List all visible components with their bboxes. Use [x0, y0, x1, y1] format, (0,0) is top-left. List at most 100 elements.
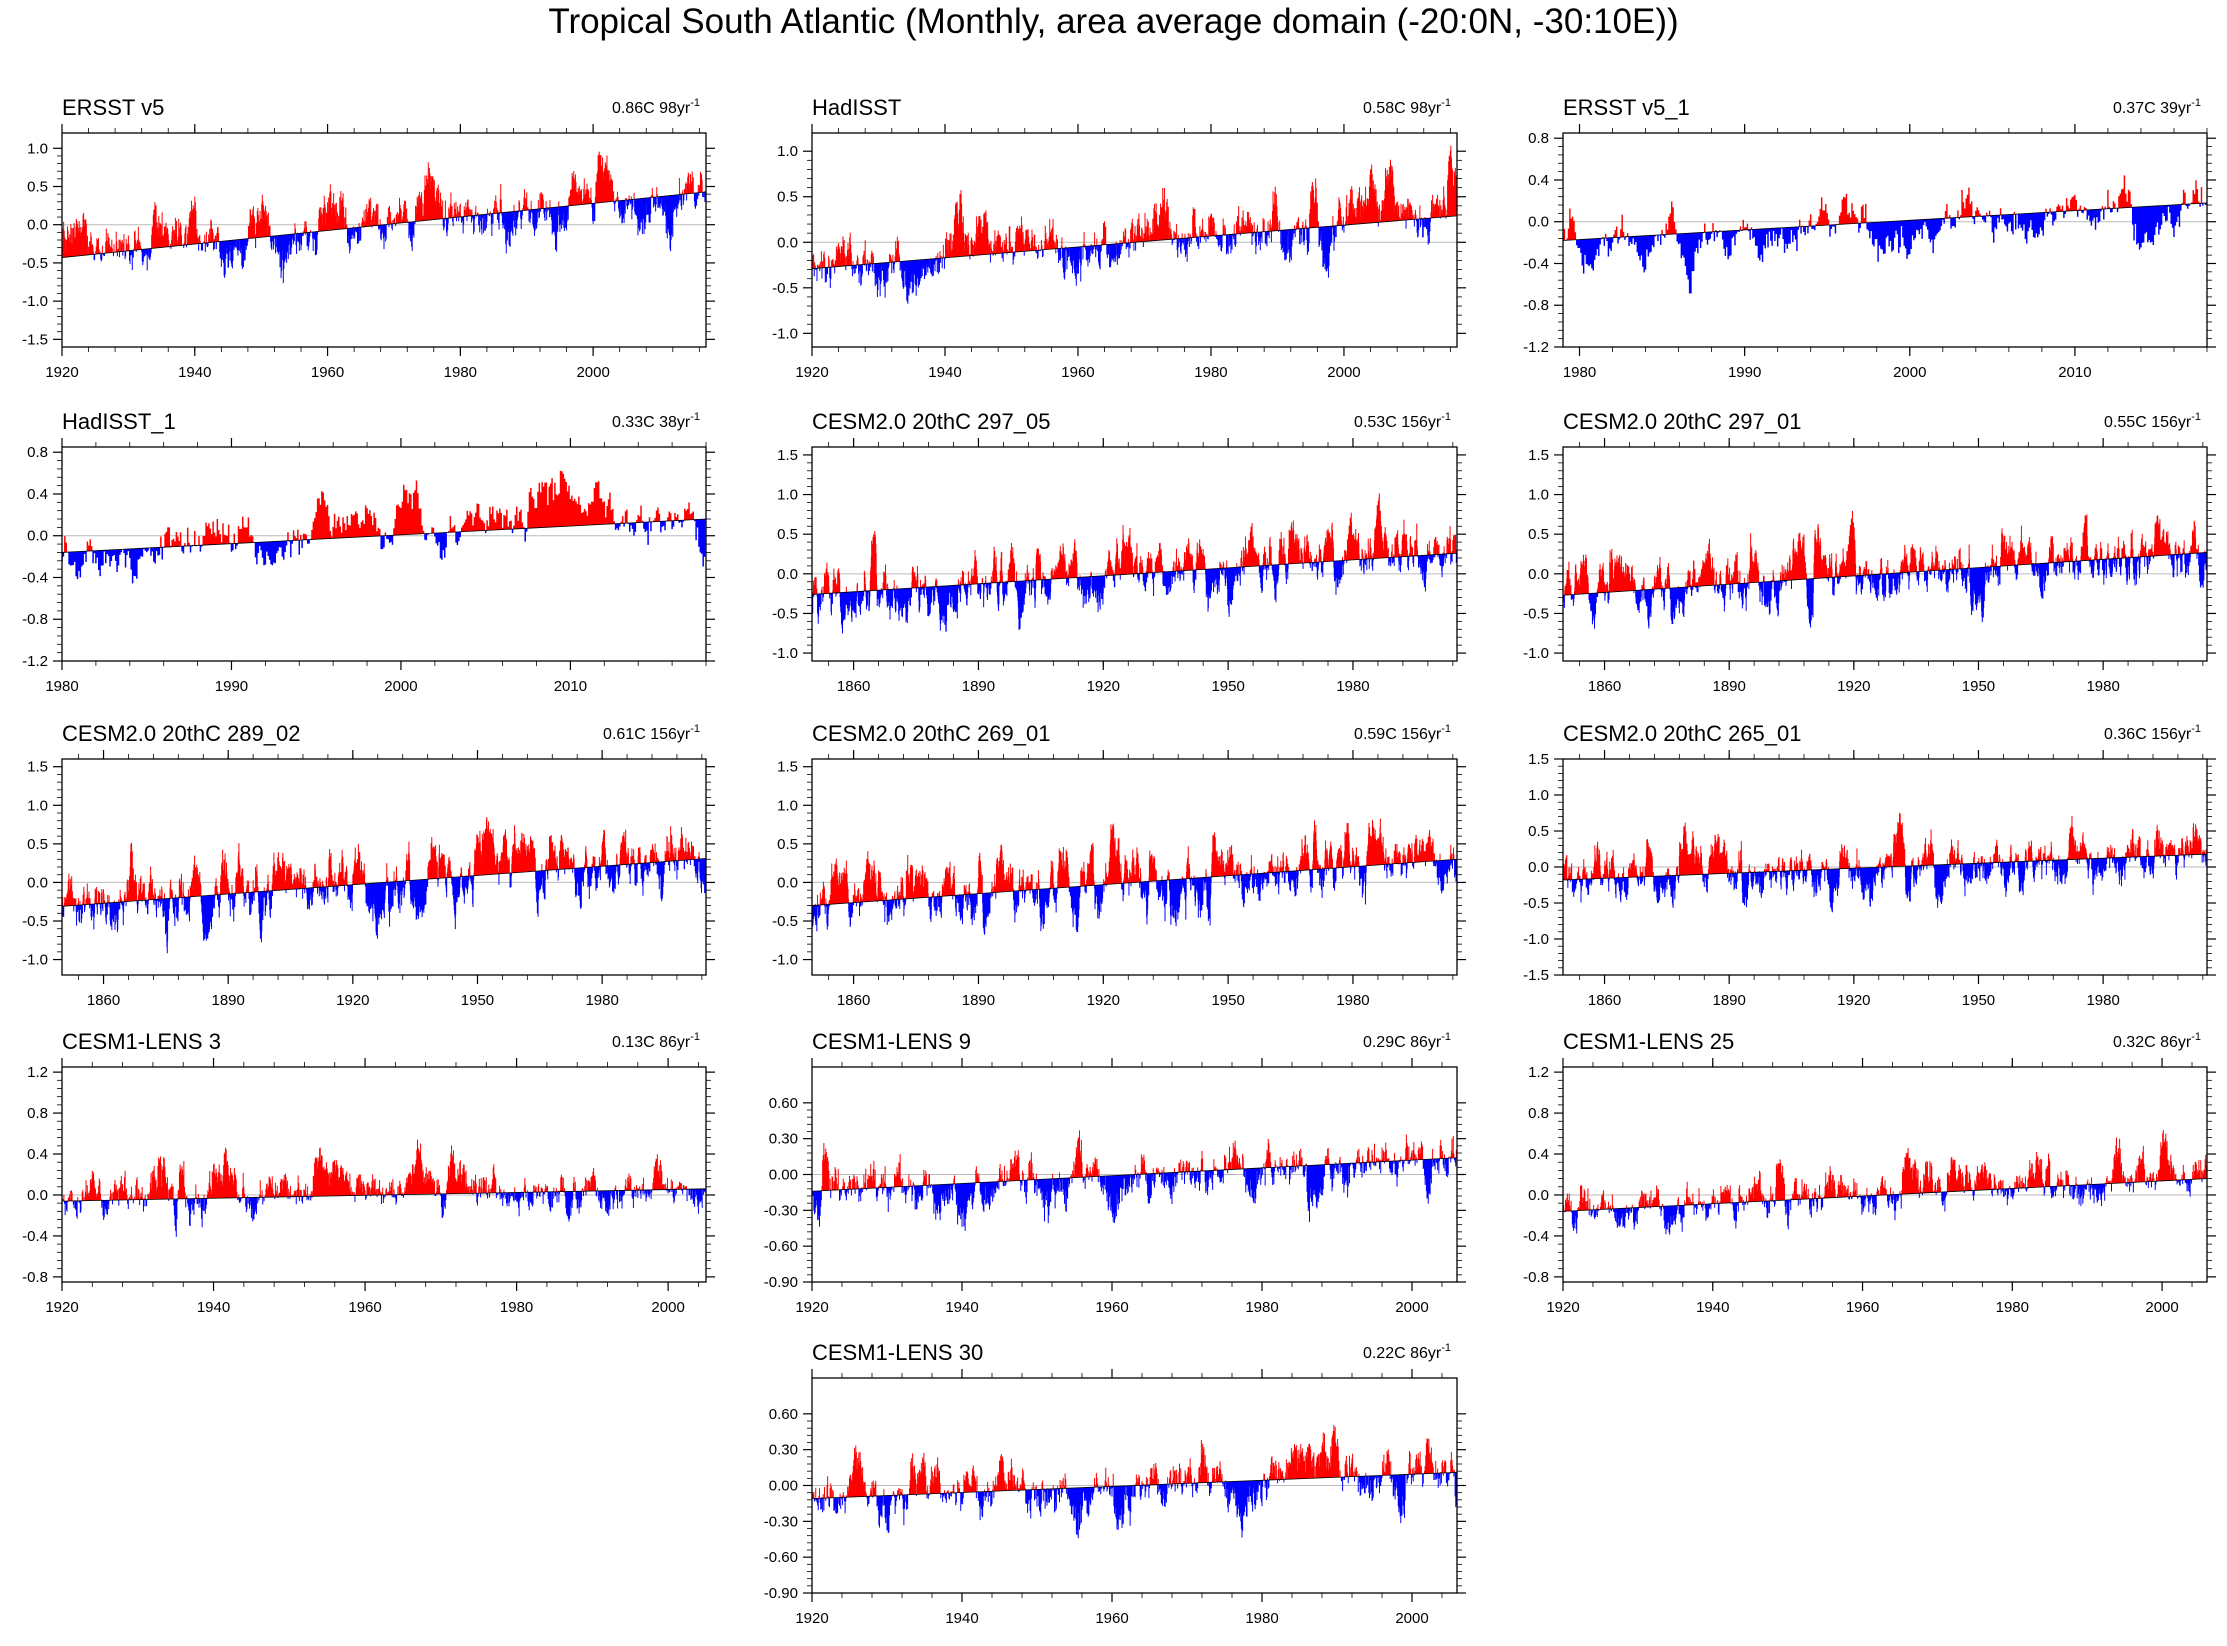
- plot-frame: [1562, 446, 2208, 662]
- series-bars: [812, 493, 1457, 634]
- x-tick-label: 1950: [1211, 992, 1244, 1009]
- trend-line: [1563, 853, 2207, 881]
- x-tick-label: 1940: [945, 1610, 978, 1627]
- trend-line: [812, 552, 1457, 595]
- panel-6: -1.0 -0.5 0.0 0.5 1.0 1.5 1860 1890 1920 1950 1980…: [1523, 409, 2216, 695]
- x-tick-label: 1920: [1837, 992, 1870, 1009]
- panel-title: HadISST_1: [62, 409, 176, 434]
- negative-anomaly-bars: [812, 1157, 1457, 1231]
- x-tick-label: 1940: [197, 1299, 230, 1316]
- plot-frame: [61, 1066, 707, 1283]
- y-tick-label: 0.0: [777, 234, 798, 251]
- trend-label-superscript: -1: [1441, 1342, 1451, 1354]
- trend-line: [812, 215, 1457, 270]
- trend-label-superscript: -1: [2191, 411, 2201, 423]
- y-tick-label: 0.8: [1528, 130, 1549, 147]
- x-tick-label: 1980: [1563, 364, 1596, 381]
- y-tick-label: 0.4: [27, 1146, 48, 1163]
- y-tick-label: 0.5: [777, 526, 798, 543]
- y-tick-label: 0.4: [1528, 172, 1549, 189]
- panel-title: CESM1-LENS 9: [812, 1029, 971, 1054]
- x-tick-label: 2000: [2145, 1299, 2178, 1316]
- negative-anomaly-bars: [62, 519, 706, 584]
- trend-label-superscript: -1: [1441, 411, 1451, 423]
- y-tick-label: 0.0: [27, 528, 48, 545]
- y-tick-label: -0.5: [22, 255, 48, 272]
- y-tick-label: 0.0: [1528, 566, 1549, 583]
- y-tick-label: -1.0: [22, 293, 48, 310]
- y-tick-label: -0.5: [772, 280, 798, 297]
- x-tick-label: 2010: [554, 678, 587, 695]
- panel-title: CESM2.0 20thC 297_01: [1563, 409, 1802, 434]
- y-tick-label: 0.0: [1528, 859, 1549, 876]
- x-tick-label: 1980: [500, 1299, 533, 1316]
- panel-title: CESM1-LENS 30: [812, 1340, 983, 1365]
- trend-label-text: 0.53C 156yr: [1354, 414, 1442, 431]
- x-tick-label: 1890: [212, 992, 245, 1009]
- negative-anomaly-bars: [62, 1188, 706, 1237]
- trend-line: [1563, 202, 2207, 241]
- positive-anomaly-bars: [812, 493, 1457, 595]
- negative-anomaly-bars: [62, 191, 706, 284]
- panel-title: ERSST v5: [62, 95, 164, 120]
- plot-frame: [811, 446, 1458, 662]
- trend-label: 0.33C 38yr-1: [612, 411, 700, 431]
- y-tick-label: -1.5: [22, 331, 48, 348]
- trend-label-text: 0.55C 156yr: [2104, 414, 2192, 431]
- negative-anomaly-bars: [1565, 202, 2207, 294]
- x-tick-label: 1940: [178, 364, 211, 381]
- x-tick-label: 1940: [945, 1299, 978, 1316]
- panel-title: CESM2.0 20thC 297_05: [812, 409, 1051, 434]
- panel-3: -1.2 -0.8 -0.4 0.0 0.4 0.8 1980 1990 2000 2010 ERS…: [1523, 95, 2216, 381]
- plot-frame: [1562, 1066, 2208, 1283]
- x-tick-label: 1960: [1095, 1610, 1128, 1627]
- trend-label: 0.22C 86yr-1: [1363, 1342, 1451, 1362]
- trend-label-superscript: -1: [2191, 97, 2201, 109]
- negative-anomaly-bars: [812, 216, 1447, 304]
- x-tick-label: 1950: [1211, 678, 1244, 695]
- trend-line: [62, 518, 706, 553]
- x-tick-label: 1950: [1962, 678, 1995, 695]
- y-tick-label: -1.2: [1523, 339, 1549, 356]
- y-tick-label: -0.5: [772, 913, 798, 930]
- y-tick-label: 0.0: [1528, 1187, 1549, 1204]
- trend-label-superscript: -1: [1441, 1031, 1451, 1043]
- y-tick-label: 0.60: [769, 1095, 798, 1112]
- panel-9: -1.5 -1.0 -0.5 0.0 0.5 1.0 1.5 1860 1890 1920 1950…: [1523, 721, 2216, 1009]
- y-tick-label: 1.0: [27, 797, 48, 814]
- y-tick-label: 0.4: [27, 486, 48, 503]
- positive-anomaly-bars: [814, 818, 1455, 906]
- panel-title: HadISST: [812, 95, 901, 120]
- x-tick-label: 1920: [1087, 678, 1120, 695]
- y-tick-label: 0.8: [27, 1105, 48, 1122]
- panel-1: -1.5 -1.0 -0.5 0.0 0.5 1.0 1920 1940 1960 1980 200…: [22, 95, 715, 381]
- x-tick-label: 1960: [311, 364, 344, 381]
- y-tick-label: -1.0: [772, 952, 798, 969]
- y-tick-label: -0.8: [1523, 297, 1549, 314]
- series-bars: [812, 145, 1457, 304]
- x-tick-label: 1960: [1095, 1299, 1128, 1316]
- x-tick-label: 2000: [576, 364, 609, 381]
- x-tick-label: 1980: [2086, 678, 2119, 695]
- y-tick-label: 1.5: [1528, 751, 1549, 768]
- panel-title: CESM2.0 20thC 265_01: [1563, 721, 1802, 746]
- y-tick-label: 1.0: [777, 797, 798, 814]
- y-tick-label: 1.5: [1528, 447, 1549, 464]
- x-tick-label: 1980: [585, 992, 618, 1009]
- trend-label-superscript: -1: [2191, 1031, 2201, 1043]
- y-tick-label: 0.00: [769, 1167, 798, 1184]
- series-bars: [812, 818, 1457, 935]
- x-tick-label: 1890: [1713, 992, 1746, 1009]
- y-tick-label: 1.0: [1528, 487, 1549, 504]
- x-tick-label: 1980: [1245, 1610, 1278, 1627]
- y-tick-label: -0.8: [1523, 1269, 1549, 1286]
- trend-line: [812, 1471, 1457, 1500]
- trend-label: 0.36C 156yr-1: [2104, 723, 2201, 743]
- series-bars: [62, 151, 706, 284]
- trend-label-superscript: -1: [1441, 97, 1451, 109]
- trend-label-superscript: -1: [690, 723, 700, 735]
- panel-8: -1.0 -0.5 0.0 0.5 1.0 1.5 1860 1890 1920 1950 1980…: [772, 721, 1466, 1009]
- trend-line: [62, 191, 706, 258]
- x-tick-label: 1980: [2086, 992, 2119, 1009]
